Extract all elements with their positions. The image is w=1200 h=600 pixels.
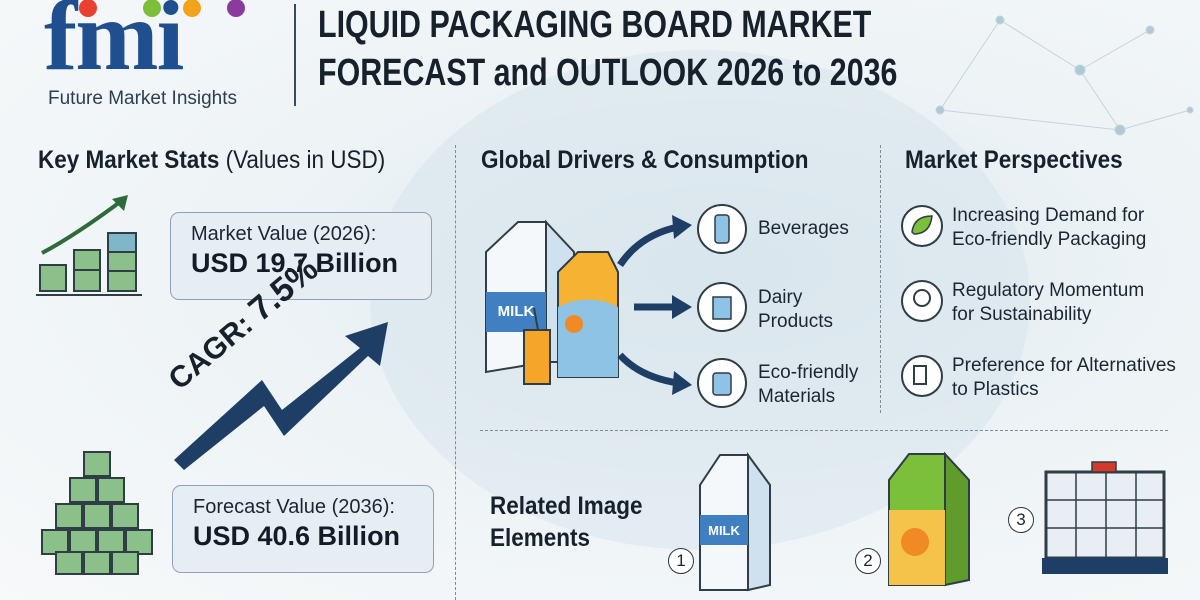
carton-label: MILK [708,523,740,538]
stat-value: USD 40.6 Billion [193,521,401,551]
stat-label: Market Value (2026): [191,223,377,245]
driver-icons [697,204,747,408]
section-heading: Global Drivers & Consumption [481,146,809,174]
perspective-item: Preference for Alternatives to Plastics [952,355,1176,400]
driver-item: Dairy Products [758,287,833,332]
section-heading: Key Market Stats (Values in USD) [38,146,385,175]
header-separator [294,4,296,106]
driver-item: Eco-friendly Materials [758,362,859,407]
related-ibc-tank [1042,461,1168,574]
perspective-item: Regulatory Momentum for Sustainability [952,280,1145,325]
cartons-illustration: MILK [485,219,619,385]
driver-item: Beverages [758,218,849,239]
growth-icon [36,195,142,296]
logo-dots [79,0,245,17]
divider [480,430,1168,431]
boxes-pyramid [41,451,153,575]
divider [880,145,881,413]
section-heading: Related Image Elements [490,492,643,552]
stat-box: Forecast Value (2036): USD 40.6 Billion [172,485,434,573]
title-line: FORECAST and OUTLOOK 2026 to 2036 [318,52,898,94]
related-juice-carton [888,451,970,587]
logo-mark: fmi [44,0,184,91]
title-line: LIQUID PACKAGING BOARD MARKET [318,4,872,46]
driver-arrows [617,215,692,395]
logo-name: Future Market Insights [48,88,238,109]
stat-box: Market Value (2026): USD 19.7 Billion [170,212,432,300]
carton-label: MILK [498,303,535,320]
section-heading: Market Perspectives [905,146,1123,174]
item-number: 3 [1008,507,1034,533]
perspective-item: Increasing Demand for Eco-friendly Packa… [952,205,1147,250]
cagr-arrow [174,322,388,470]
perspective-icons [901,205,943,397]
item-number: 2 [855,548,881,574]
stat-label: Forecast Value (2036): [193,496,395,518]
divider [455,145,456,600]
heading-note: (Values in USD) [225,146,386,174]
heading-text: Key Market Stats [38,146,220,174]
stat-value: USD 19.7 Billion [191,248,399,278]
item-number: 1 [668,548,694,574]
related-milk-carton: MILK [699,451,771,592]
